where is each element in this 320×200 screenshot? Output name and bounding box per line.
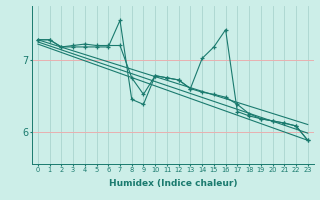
X-axis label: Humidex (Indice chaleur): Humidex (Indice chaleur) bbox=[108, 179, 237, 188]
